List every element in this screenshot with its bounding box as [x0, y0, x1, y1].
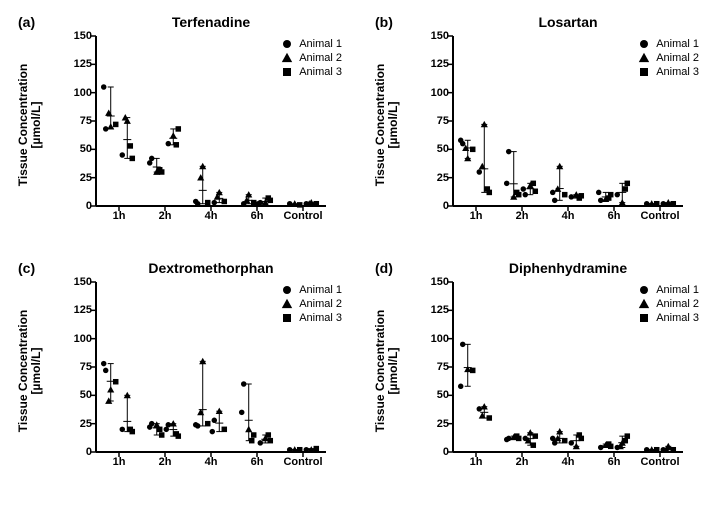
x-tick-label: 6h [251, 210, 264, 222]
panel-grid: (a) Terfenadine Tissue Concentration[µmol/… [18, 12, 708, 490]
x-tick-label: Control [640, 210, 679, 222]
x-tick-label: 1h [113, 210, 126, 222]
x-tick-label: 2h [159, 210, 172, 222]
panel-letter: (d) [375, 260, 393, 276]
y-tick-labels: 0255075100125150 [419, 282, 451, 452]
x-tick-label: 4h [562, 210, 575, 222]
y-tick-label: 150 [74, 276, 92, 288]
panel-b: (b)LosartanTissue Concentration[µmol/L]0… [375, 12, 705, 244]
y-tick-label: 75 [437, 361, 449, 373]
y-tick-label: 125 [74, 304, 92, 316]
y-tick-label: 100 [431, 333, 449, 345]
x-tick-labels: 1h 2h 4h 6h Control [453, 210, 683, 230]
panel-letter: (b) [375, 14, 393, 30]
y-tick-labels: 0255075100125150 [62, 36, 94, 206]
y-tick-label: 75 [80, 115, 92, 127]
y-tick-label: 150 [431, 276, 449, 288]
y-tick-label: 75 [437, 115, 449, 127]
x-tick-label: 4h [205, 456, 218, 468]
y-tick-labels: 0255075100125150 [419, 36, 451, 206]
y-tick-label: 125 [74, 58, 92, 70]
chart-title: Losartan [453, 14, 683, 30]
x-tick-label: 2h [516, 210, 529, 222]
plot-area [453, 282, 683, 452]
y-axis-label: Tissue Concentration[µmol/L] [20, 36, 40, 206]
y-tick-label: 150 [431, 30, 449, 42]
y-tick-label: 100 [431, 87, 449, 99]
y-tick-label: 75 [80, 361, 92, 373]
x-tick-label: 6h [608, 456, 621, 468]
y-tick-label: 50 [80, 389, 92, 401]
y-tick-label: 125 [431, 58, 449, 70]
panel-a: (a) Terfenadine Tissue Concentration[µmol/… [18, 12, 348, 244]
plot-area [453, 36, 683, 206]
y-tick-label: 100 [74, 87, 92, 99]
y-tick-label: 25 [80, 172, 92, 184]
x-tick-label: Control [283, 456, 322, 468]
panel-c: (c) Dextromethorphan Tissue Concentration[… [18, 258, 348, 490]
x-tick-label: Control [640, 456, 679, 468]
x-tick-label: 6h [608, 210, 621, 222]
plot-area [96, 282, 326, 452]
x-tick-label: Control [283, 210, 322, 222]
x-tick-labels: 1h 2h 4h 6h Control [453, 456, 683, 476]
chart-title: Terfenadine [96, 14, 326, 30]
y-tick-label: 125 [431, 304, 449, 316]
chart-title: Diphenhydramine [453, 260, 683, 276]
panel-letter: (c) [18, 260, 35, 276]
y-axis-label: Tissue Concentration[µmol/L] [20, 282, 40, 452]
y-tick-label: 50 [437, 389, 449, 401]
x-tick-label: 2h [516, 456, 529, 468]
chart-title: Dextromethorphan [96, 260, 326, 276]
x-tick-label: 1h [470, 456, 483, 468]
y-tick-label: 50 [437, 143, 449, 155]
x-tick-labels: 1h 2h 4h 6h Control [96, 456, 326, 476]
y-tick-label: 150 [74, 30, 92, 42]
x-tick-label: 1h [113, 456, 126, 468]
x-tick-label: 4h [205, 210, 218, 222]
y-tick-label: 25 [80, 418, 92, 430]
y-tick-label: 25 [437, 172, 449, 184]
plot-area [96, 36, 326, 206]
x-tick-label: 4h [562, 456, 575, 468]
panel-d: (d) Diphenhydramine Tissue Concentration[µ… [375, 258, 705, 490]
y-tick-label: 50 [80, 143, 92, 155]
x-tick-labels: 1h 2h 4h 6h Control [96, 210, 326, 230]
x-tick-label: 2h [159, 456, 172, 468]
x-tick-label: 6h [251, 456, 264, 468]
panel-letter: (a) [18, 14, 35, 30]
y-tick-labels: 0255075100125150 [62, 282, 94, 452]
y-tick-label: 100 [74, 333, 92, 345]
x-tick-label: 1h [470, 210, 483, 222]
y-axis-label: Tissue Concentration[µmol/L] [377, 282, 397, 452]
y-axis-label: Tissue Concentration[µmol/L] [377, 36, 397, 206]
y-tick-label: 25 [437, 418, 449, 430]
